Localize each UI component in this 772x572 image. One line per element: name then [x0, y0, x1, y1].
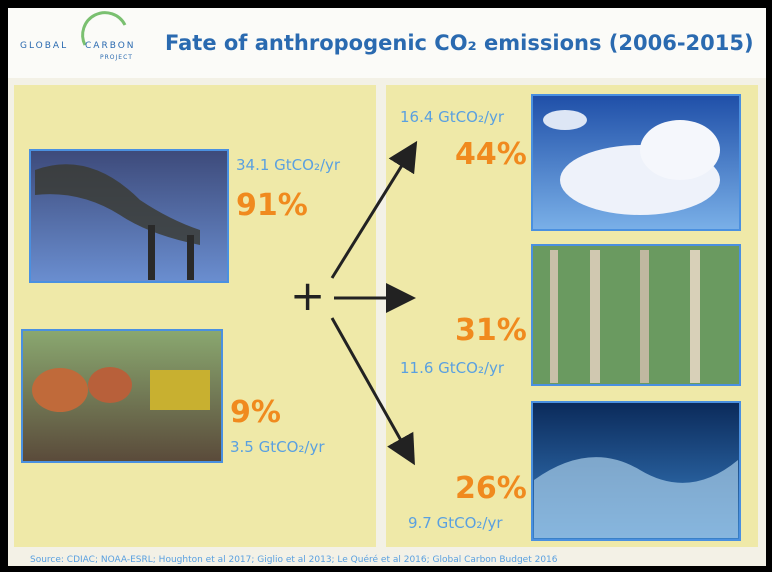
smoke-image [30, 150, 228, 282]
sink-amount: 11.6 GtCO₂/yr [400, 359, 505, 377]
sink-share: 44% [455, 137, 527, 172]
source-share: 9% [230, 395, 281, 430]
forest-image [532, 245, 740, 385]
sink-amount: 16.4 GtCO₂/yr [400, 108, 505, 126]
sink-share: 26% [455, 471, 527, 506]
footer-source: Source: CDIAC; NOAA-ESRL; Houghton et al… [30, 554, 558, 565]
source-amount: 3.5 GtCO₂/yr [230, 438, 325, 456]
source-share: 91% [236, 188, 308, 223]
logo-text: CARBON [85, 41, 136, 51]
ocean-image [532, 402, 740, 540]
plus-sign: + [290, 271, 325, 320]
logo-text: PROJECT [100, 54, 133, 61]
slide-photo: GLOBAL CARBON PROJECT Fate of anthropoge… [0, 0, 772, 572]
sink-share: 31% [455, 313, 527, 348]
sky-image [532, 95, 740, 230]
logo-text: GLOBAL [20, 41, 68, 51]
logging-image [22, 330, 222, 462]
title: Fate of anthropogenic CO₂ emissions (200… [165, 31, 754, 55]
source-amount: 34.1 GtCO₂/yr [236, 156, 341, 174]
sink-amount: 9.7 GtCO₂/yr [408, 514, 503, 532]
